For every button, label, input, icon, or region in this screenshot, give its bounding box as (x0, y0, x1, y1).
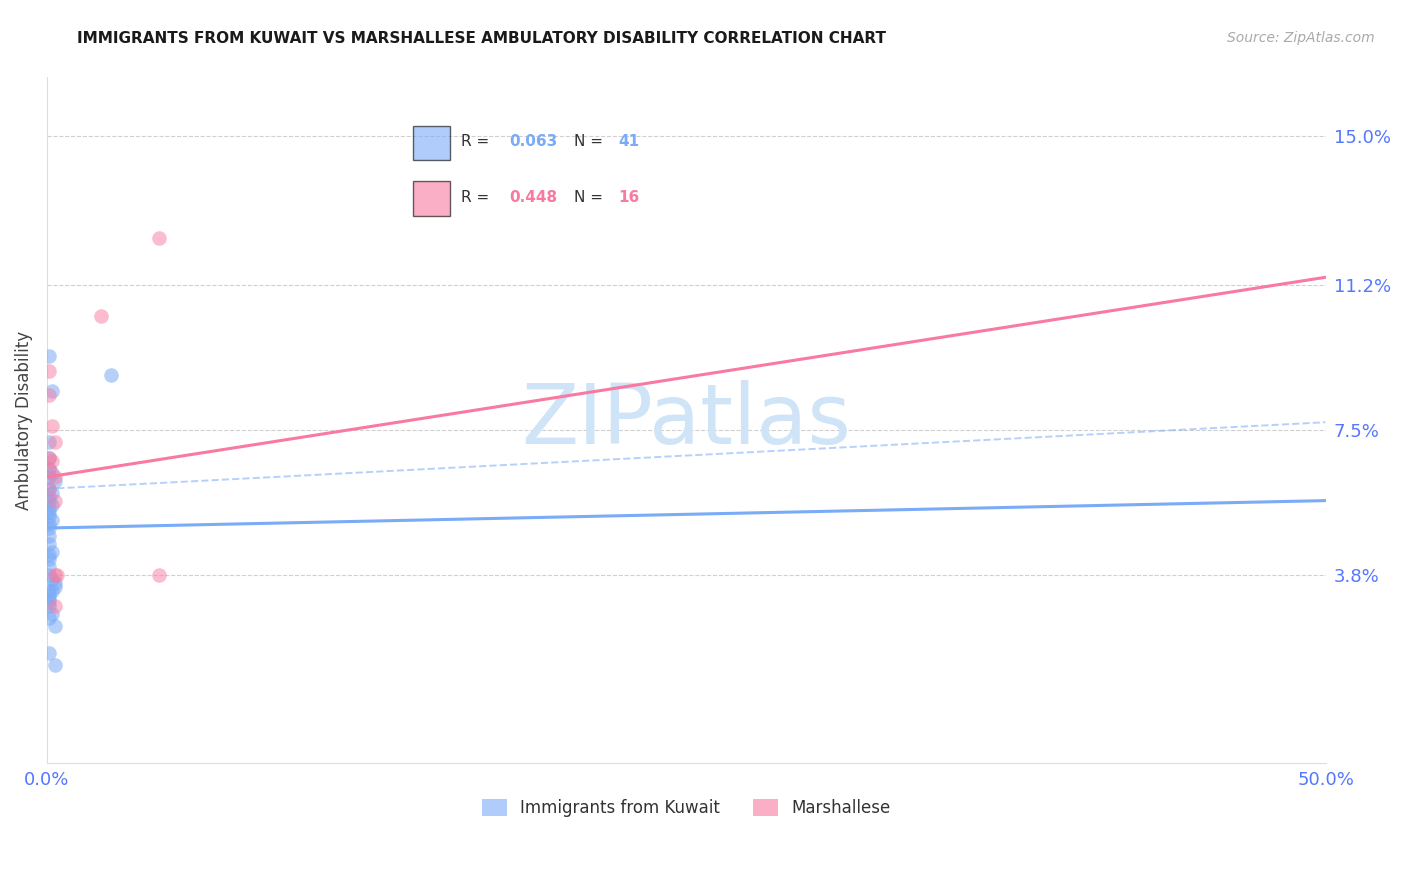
Point (38, 501, 60, 516)
Point (41, 466, 63, 480)
Point (38, 462, 60, 476)
Point (41, 607, 63, 622)
Point (38, 529, 60, 543)
Point (38, 505, 60, 519)
Point (44, 619, 66, 633)
Point (44, 599, 66, 614)
Point (38, 434, 60, 449)
Legend: Immigrants from Kuwait, Marshallese: Immigrants from Kuwait, Marshallese (475, 792, 897, 823)
Point (38, 599, 60, 614)
Point (38, 462, 60, 476)
Point (38, 490, 60, 504)
Point (38, 388, 60, 402)
Point (38, 591, 60, 606)
Point (44, 474, 66, 488)
Point (41, 544, 63, 558)
Point (38, 537, 60, 551)
Point (38, 647, 60, 661)
Point (38, 595, 60, 609)
Point (38, 482, 60, 496)
Point (41, 384, 63, 398)
Point (41, 454, 63, 468)
Point (44, 658, 66, 673)
Point (41, 498, 63, 512)
Point (41, 419, 63, 434)
Point (38, 521, 60, 535)
Point (38, 560, 60, 574)
Point (44, 493, 66, 508)
Point (41, 572, 63, 586)
Point (38, 568, 60, 582)
Point (38, 549, 60, 563)
Point (38, 611, 60, 625)
Point (44, 568, 66, 582)
Point (38, 552, 60, 566)
Point (38, 517, 60, 532)
Text: ZIPatlas: ZIPatlas (522, 380, 851, 461)
Point (38, 450, 60, 465)
Point (148, 568, 170, 582)
Point (100, 368, 122, 383)
Point (41, 583, 63, 598)
Point (41, 485, 63, 500)
Text: Source: ZipAtlas.com: Source: ZipAtlas.com (1227, 31, 1375, 45)
Point (38, 583, 60, 598)
Point (38, 509, 60, 524)
Point (38, 349, 60, 363)
Point (44, 575, 66, 590)
Point (38, 588, 60, 602)
Point (41, 513, 63, 527)
Text: IMMIGRANTS FROM KUWAIT VS MARSHALLESE AMBULATORY DISABILITY CORRELATION CHART: IMMIGRANTS FROM KUWAIT VS MARSHALLESE AM… (77, 31, 886, 46)
Y-axis label: Ambulatory Disability: Ambulatory Disability (15, 331, 32, 510)
Point (38, 482, 60, 496)
Point (38, 470, 60, 484)
Point (90, 310, 112, 324)
Point (148, 231, 170, 245)
Point (44, 470, 66, 484)
Point (38, 450, 60, 465)
Point (38, 493, 60, 508)
Point (38, 364, 60, 378)
Point (46, 568, 69, 582)
Point (44, 434, 66, 449)
Point (44, 580, 66, 594)
